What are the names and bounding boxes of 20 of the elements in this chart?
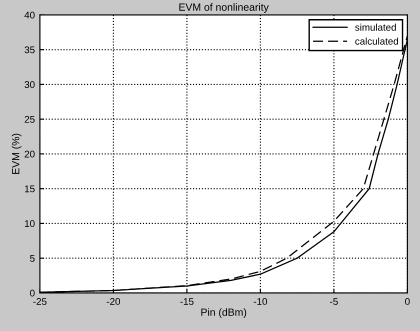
x-tick-label: 0 [405, 298, 410, 305]
y-tick-label: 30 [24, 81, 35, 88]
y-tick-label: 15 [24, 186, 35, 192]
chart-title: EVM of nonlinearity [179, 3, 269, 13]
y-tick-label: 20 [24, 150, 35, 158]
y-tick-label: 10 [24, 220, 35, 228]
y-tick-label: 35 [24, 46, 35, 54]
x-tick-label: -25 [33, 298, 47, 305]
legend-label: simulated [355, 24, 396, 31]
x-tick-label: -20 [106, 298, 120, 305]
y-axis-title: EVM (%) [12, 134, 22, 174]
y-tick-label: 5 [30, 255, 35, 262]
legend-label: calculated [355, 38, 398, 45]
x-tick-label: -10 [254, 298, 268, 305]
x-axis-title: Pin (dBm) [201, 308, 246, 318]
y-tick-label: 25 [24, 116, 35, 123]
y-tick-label: 0 [30, 290, 35, 297]
x-tick-label: -15 [180, 298, 194, 305]
y-tick-label: 40 [24, 12, 35, 19]
x-tick-label: -5 [330, 298, 338, 305]
